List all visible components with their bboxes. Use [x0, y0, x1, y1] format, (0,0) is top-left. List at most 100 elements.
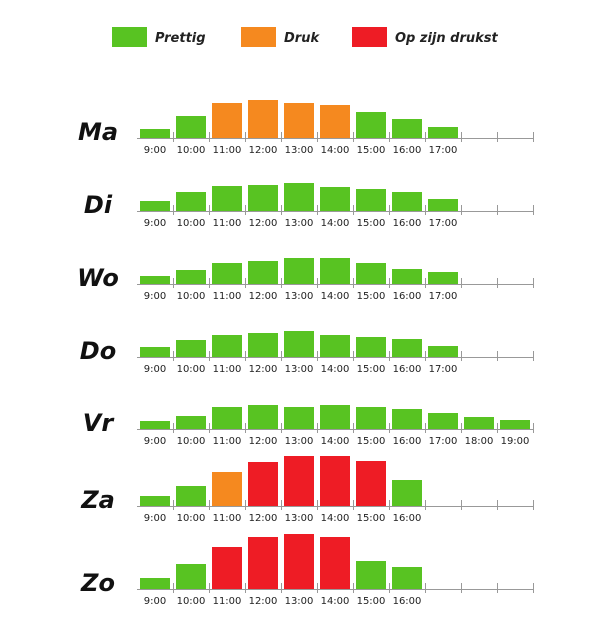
bar: [176, 486, 206, 506]
bar: [320, 405, 350, 429]
hour-label: 19:00: [501, 436, 530, 447]
hour-label: 13:00: [285, 218, 314, 229]
bar: [212, 103, 242, 138]
hour-label: 16:00: [393, 513, 422, 524]
hour-label: 13:00: [285, 513, 314, 524]
bar: [320, 187, 350, 211]
bar: [356, 112, 386, 138]
bar: [320, 105, 350, 138]
bar: [428, 346, 458, 357]
bar: [284, 407, 314, 429]
hour-label: 15:00: [357, 145, 386, 156]
hour-label: 13:00: [285, 145, 314, 156]
hour-label: 15:00: [357, 364, 386, 375]
hour-label: 11:00: [213, 291, 242, 302]
day-label: Zo: [80, 569, 115, 597]
legend-swatch: [241, 27, 276, 47]
bar: [356, 263, 386, 284]
hour-label: 17:00: [429, 436, 458, 447]
hour-label: 9:00: [144, 436, 166, 447]
bar: [176, 270, 206, 284]
hour-label: 16:00: [393, 364, 422, 375]
hour-label: 16:00: [393, 291, 422, 302]
bar: [464, 417, 494, 429]
bar: [176, 192, 206, 211]
legend-swatch: [112, 27, 147, 47]
bar: [212, 186, 242, 211]
hour-label: 18:00: [465, 436, 494, 447]
legend-label: Prettig: [155, 31, 206, 46]
bar: [356, 189, 386, 211]
hour-label: 16:00: [393, 596, 422, 607]
bar: [356, 561, 386, 589]
hour-label: 16:00: [393, 436, 422, 447]
hour-label: 11:00: [213, 436, 242, 447]
bar: [392, 192, 422, 211]
bar: [140, 496, 170, 506]
legend-swatch: [352, 27, 387, 47]
bar: [176, 564, 206, 589]
hour-label: 17:00: [429, 145, 458, 156]
bar: [320, 335, 350, 357]
bar: [212, 547, 242, 589]
bar: [212, 263, 242, 284]
day-label: Do: [80, 337, 116, 365]
hour-label: 12:00: [249, 513, 278, 524]
hour-label: 12:00: [249, 291, 278, 302]
hour-label: 10:00: [177, 513, 206, 524]
bar: [248, 537, 278, 589]
bar: [248, 462, 278, 506]
hour-label: 16:00: [393, 218, 422, 229]
bar: [248, 333, 278, 357]
bar: [140, 129, 170, 138]
hour-label: 15:00: [357, 291, 386, 302]
hour-label: 9:00: [144, 218, 166, 229]
hour-label: 16:00: [393, 145, 422, 156]
hour-label: 17:00: [429, 364, 458, 375]
hour-label: 10:00: [177, 436, 206, 447]
hour-label: 9:00: [144, 596, 166, 607]
bar: [356, 337, 386, 357]
legend-label: Op zijn drukst: [395, 31, 498, 46]
bar: [428, 413, 458, 429]
bar: [140, 578, 170, 589]
bar: [356, 407, 386, 429]
hour-label: 14:00: [321, 145, 350, 156]
bar: [212, 407, 242, 429]
day-label: Wo: [77, 264, 119, 292]
hour-label: 14:00: [321, 291, 350, 302]
bar: [284, 456, 314, 506]
hour-label: 14:00: [321, 436, 350, 447]
hour-label: 14:00: [321, 364, 350, 375]
hour-label: 11:00: [213, 513, 242, 524]
hour-label: 12:00: [249, 145, 278, 156]
bar: [176, 340, 206, 357]
bar: [140, 276, 170, 284]
bar: [284, 331, 314, 357]
hour-label: 15:00: [357, 436, 386, 447]
hour-label: 14:00: [321, 596, 350, 607]
hour-label: 17:00: [429, 291, 458, 302]
day-label: Za: [80, 486, 115, 514]
bar: [392, 480, 422, 506]
hour-label: 13:00: [285, 291, 314, 302]
bar: [248, 405, 278, 429]
bar: [140, 347, 170, 357]
day-label: Vr: [83, 409, 116, 437]
bar: [212, 335, 242, 357]
bar: [140, 201, 170, 211]
hour-label: 15:00: [357, 596, 386, 607]
hour-label: 11:00: [213, 364, 242, 375]
bar: [392, 339, 422, 357]
bar: [392, 409, 422, 429]
hour-label: 15:00: [357, 513, 386, 524]
bar: [392, 269, 422, 284]
hour-label: 13:00: [285, 364, 314, 375]
bar: [248, 261, 278, 284]
hour-label: 12:00: [249, 436, 278, 447]
hour-label: 13:00: [285, 436, 314, 447]
hour-label: 10:00: [177, 291, 206, 302]
bar: [284, 183, 314, 211]
bar: [392, 567, 422, 589]
